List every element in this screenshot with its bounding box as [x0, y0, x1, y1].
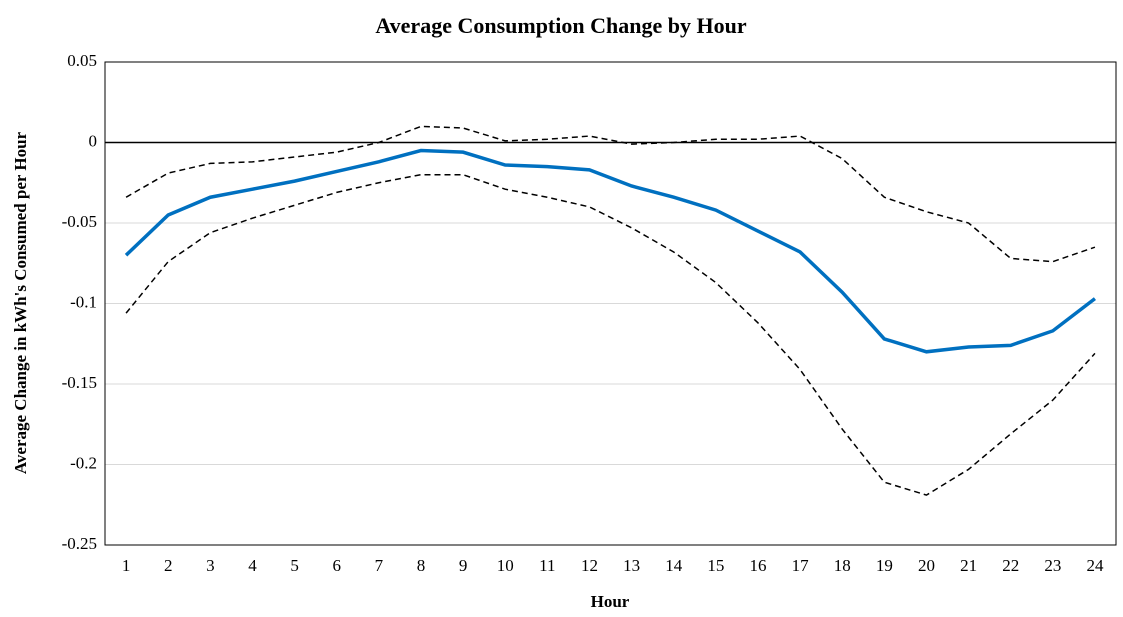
x-tick-label: 20	[918, 556, 935, 575]
x-tick-label: 15	[707, 556, 724, 575]
x-tick-label: 21	[960, 556, 977, 575]
y-tick-label: -0.1	[70, 292, 97, 311]
x-tick-label: 5	[290, 556, 299, 575]
y-tick-label: 0.05	[67, 51, 97, 70]
y-tick-label: -0.05	[62, 212, 97, 231]
y-tick-label: -0.2	[70, 453, 97, 472]
x-tick-label: 16	[749, 556, 766, 575]
x-tick-label: 6	[332, 556, 341, 575]
x-tick-label: 22	[1002, 556, 1019, 575]
x-tick-label: 10	[497, 556, 514, 575]
x-tick-label: 1	[122, 556, 131, 575]
plot-border	[104, 61, 1117, 546]
x-tick-label: 9	[459, 556, 468, 575]
x-tick-label: 18	[834, 556, 851, 575]
mean-line	[124, 148, 1097, 354]
x-tick-label: 2	[164, 556, 173, 575]
x-tick-label: 11	[539, 556, 555, 575]
y-tick-label: -0.25	[62, 534, 97, 553]
bound-line	[125, 173, 1096, 496]
x-tick-label: 23	[1044, 556, 1061, 575]
x-tick-label: 4	[248, 556, 257, 575]
y-tick-label: -0.15	[62, 373, 97, 392]
y-axis-title: Average Change in kWh's Consumed per Hou…	[11, 131, 30, 474]
y-tick-label: 0	[89, 131, 98, 150]
bound-line	[125, 125, 1096, 263]
x-tick-label: 3	[206, 556, 215, 575]
x-tick-label: 12	[581, 556, 598, 575]
x-tick-label: 7	[375, 556, 384, 575]
x-tick-label: 8	[417, 556, 426, 575]
x-tick-label: 24	[1086, 556, 1104, 575]
x-tick-label: 14	[665, 556, 683, 575]
x-tick-label: 19	[876, 556, 893, 575]
x-tick-label: 17	[792, 556, 810, 575]
x-axis-title: Hour	[591, 592, 630, 611]
chart-title: Average Consumption Change by Hour	[375, 13, 746, 38]
x-tick-label: 13	[623, 556, 640, 575]
